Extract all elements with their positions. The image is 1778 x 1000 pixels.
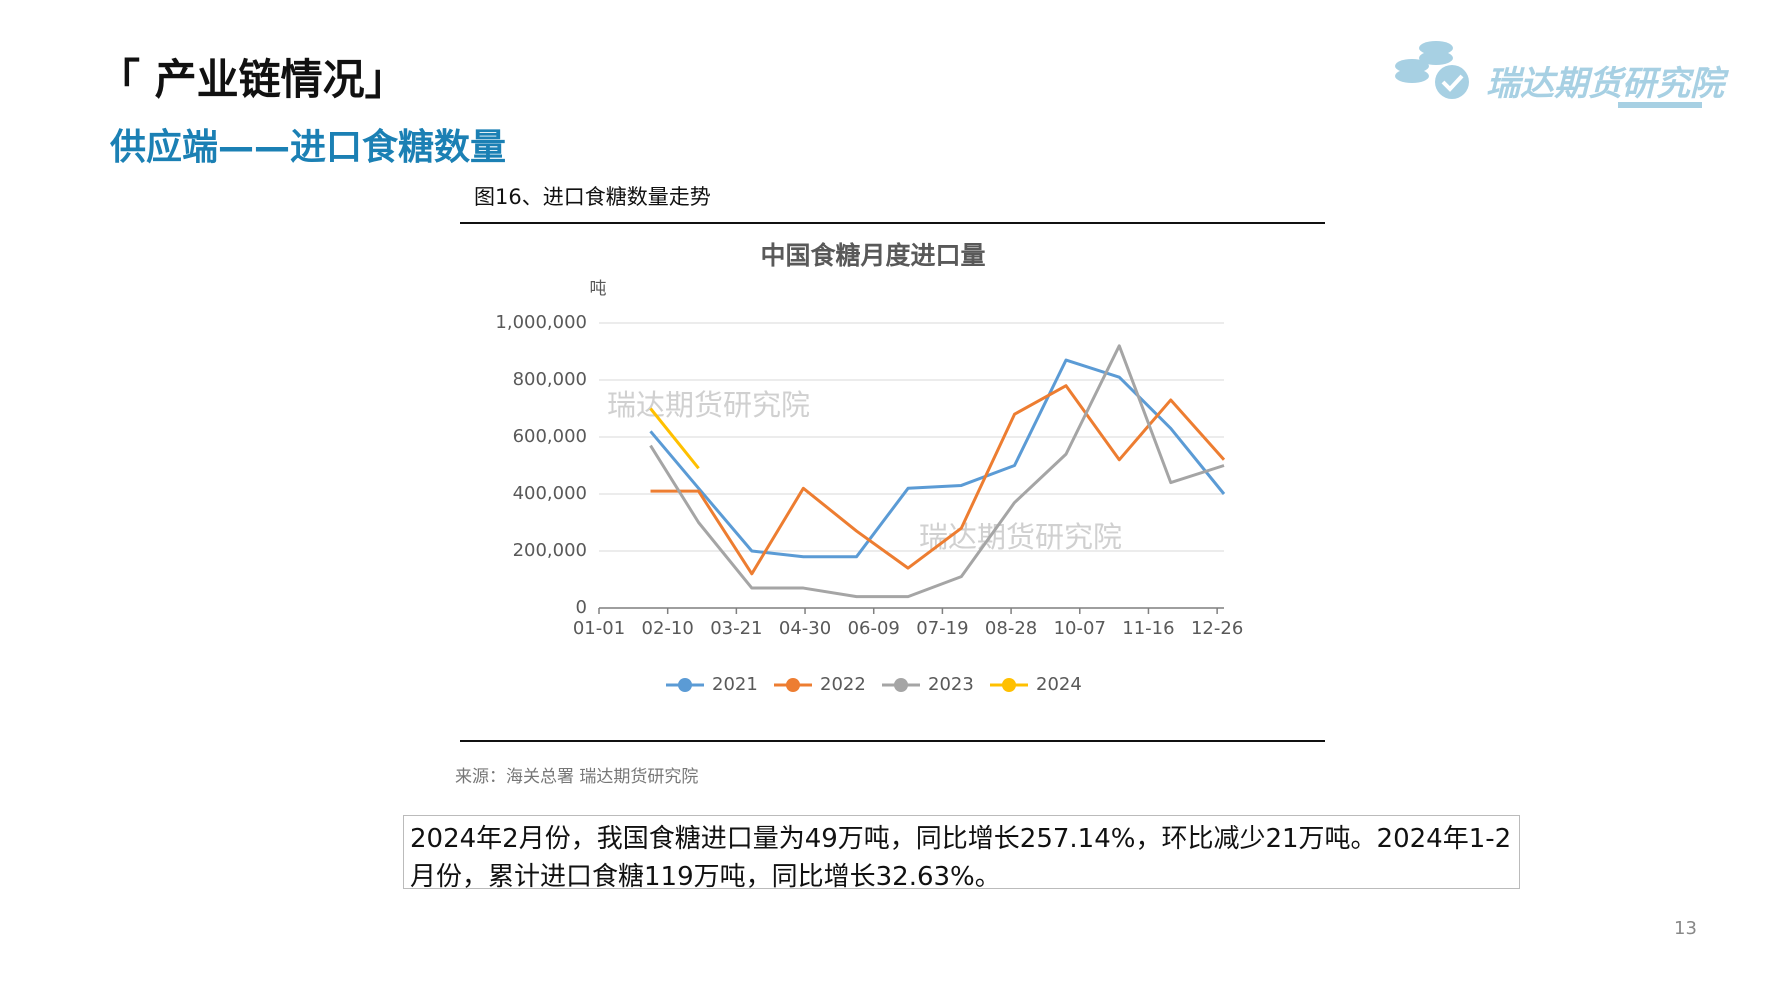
chart-title: 中国食糖月度进口量 <box>760 241 985 270</box>
x-tick-label: 03-21 <box>710 618 762 639</box>
logo-icon <box>1395 41 1469 99</box>
logo-underline <box>1618 102 1702 108</box>
x-tick-label: 11-16 <box>1122 618 1174 639</box>
legend-label: 2022 <box>820 674 866 695</box>
y-axis-unit: 吨 <box>590 279 607 299</box>
legend-label: 2024 <box>1036 674 1082 695</box>
summary-text: 2024年2月份，我国食糖进口量为49万吨，同比增长257.14%，环比减少21… <box>403 815 1520 892</box>
slide-subtitle: 供应端——进口食糖数量 <box>110 127 507 168</box>
x-tick-label: 12-26 <box>1191 618 1243 639</box>
x-tick-label: 07-19 <box>916 618 968 639</box>
figure-caption: 图16、进口食糖数量走势 <box>474 185 711 209</box>
x-tick-label: 01-01 <box>573 618 625 639</box>
legend-marker <box>786 678 800 692</box>
y-tick-label: 0 <box>576 597 587 618</box>
series-line <box>649 407 700 470</box>
y-tick-label: 400,000 <box>513 483 587 504</box>
y-tick-label: 200,000 <box>513 540 587 561</box>
figure-source: 来源：海关总署 瑞达期货研究院 <box>455 767 699 787</box>
series-line <box>649 344 1225 599</box>
y-tick-label: 800,000 <box>513 369 587 390</box>
x-tick-label: 04-30 <box>779 618 831 639</box>
logo-text: 瑞达期货研究院 <box>1486 64 1724 104</box>
page-number: 13 <box>1674 918 1697 939</box>
x-tick-label: 08-28 <box>985 618 1037 639</box>
x-tick-label: 02-10 <box>642 618 694 639</box>
y-tick-label: 600,000 <box>513 426 587 447</box>
x-tick-label: 10-07 <box>1054 618 1106 639</box>
slide-title: 「 产业链情况」 <box>98 55 407 104</box>
y-tick-label: 1,000,000 <box>495 312 587 333</box>
watermark: 瑞达期货研究院 <box>919 520 1122 554</box>
legend-marker <box>678 678 692 692</box>
legend-label: 2023 <box>928 674 974 695</box>
watermark: 瑞达期货研究院 <box>607 388 810 422</box>
x-tick-label: 06-09 <box>848 618 900 639</box>
legend-marker <box>1002 678 1016 692</box>
legend-marker <box>894 678 908 692</box>
legend-label: 2021 <box>712 674 758 695</box>
series-line <box>649 358 1226 559</box>
series-line <box>650 384 1226 576</box>
